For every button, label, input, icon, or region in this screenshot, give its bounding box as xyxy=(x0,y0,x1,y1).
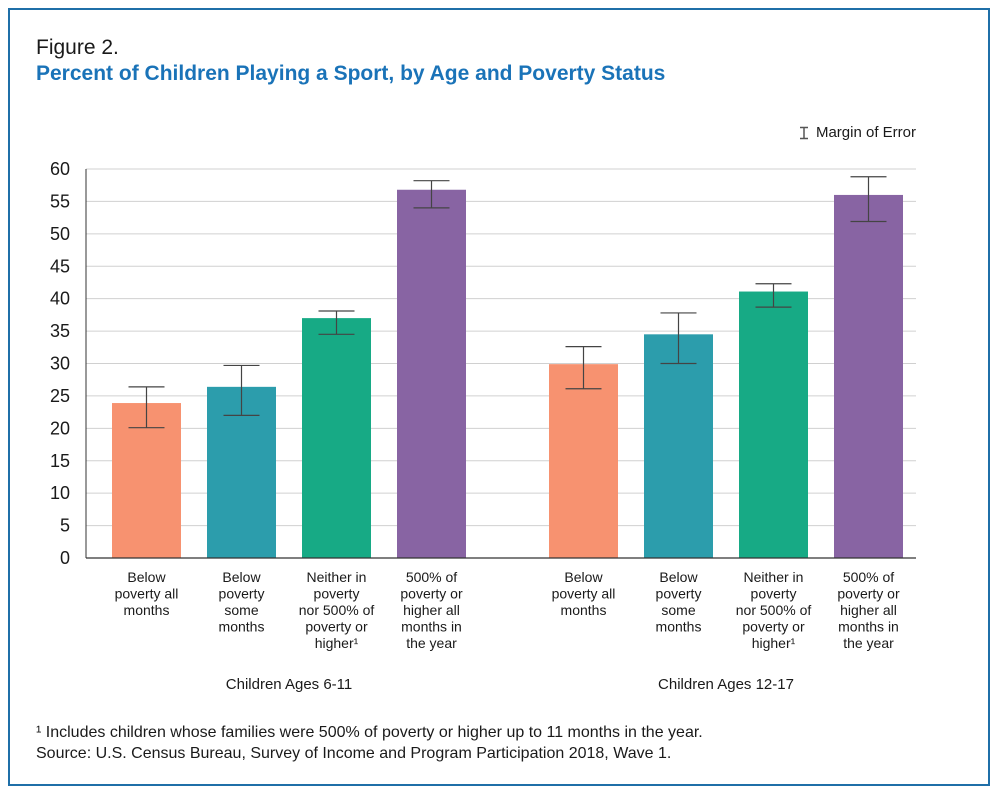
x-tick-label: Below poverty some months xyxy=(219,569,265,635)
source-text: Source: U.S. Census Bureau, Survey of In… xyxy=(36,745,672,762)
bar xyxy=(739,291,808,558)
x-tick-label: Below poverty all months xyxy=(115,569,179,618)
bar xyxy=(644,334,713,558)
figure-frame xyxy=(8,8,990,786)
y-tick-label: 10 xyxy=(50,483,70,503)
bar xyxy=(834,194,903,558)
bar xyxy=(112,403,181,558)
y-tick-label: 40 xyxy=(50,289,70,309)
x-tick-label: Neither in poverty nor 500% of poverty or hi… xyxy=(736,569,812,651)
y-tick-label: 50 xyxy=(50,224,70,244)
legend: Margin of Error xyxy=(798,124,916,141)
x-tick-label: Below poverty some months xyxy=(656,569,702,635)
group-label: Children Ages 12-17 xyxy=(658,676,794,693)
y-tick-label: 25 xyxy=(50,386,70,406)
y-tick-label: 20 xyxy=(50,418,70,438)
legend-label: Margin of Error xyxy=(815,124,916,141)
bar xyxy=(302,318,371,558)
y-tick-label: 55 xyxy=(50,191,70,211)
bar xyxy=(549,364,618,558)
x-tick-label: Below poverty all months xyxy=(552,569,616,618)
figure-label: Figure 2. xyxy=(36,36,119,59)
chart-title: Percent of Children Playing a Sport, by … xyxy=(36,62,666,85)
footnote-text: ¹ Includes children whose families were … xyxy=(36,724,703,741)
group-label: Children Ages 6-11 xyxy=(226,676,352,693)
y-tick-label: 60 xyxy=(50,159,70,179)
error-bar-icon xyxy=(799,126,808,139)
x-tick-label: Neither in poverty nor 500% of poverty or hi… xyxy=(299,569,375,651)
y-tick-label: 45 xyxy=(50,256,70,276)
y-tick-label: 35 xyxy=(50,321,70,341)
x-tick-label: 500% of poverty or higher all months in the … xyxy=(837,569,900,651)
y-tick-label: 15 xyxy=(50,451,70,471)
footnotes: ¹ Includes children whose families were … xyxy=(36,722,703,764)
x-tick-label: 500% of poverty or higher all months in the … xyxy=(400,569,463,651)
bar xyxy=(397,189,466,558)
y-tick-label: 5 xyxy=(60,516,70,536)
y-tick-label: 0 xyxy=(60,548,70,568)
y-tick-label: 30 xyxy=(50,354,70,374)
